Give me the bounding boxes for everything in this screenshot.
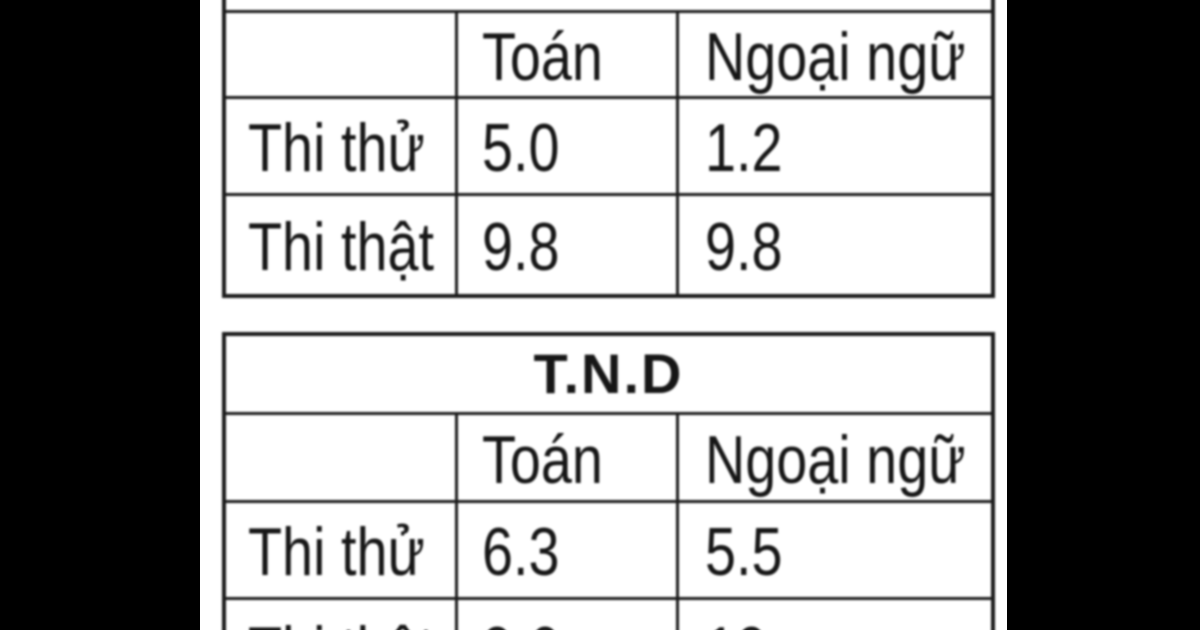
- score-cell: 9.8: [455, 196, 676, 294]
- score-value: 9.8: [705, 209, 783, 285]
- score-cell: 10: [676, 600, 991, 630]
- table-row: Thi thử 6.3 5.5: [226, 500, 991, 597]
- column-header-label: Toán: [482, 18, 603, 95]
- right-letterbox-bar: [1007, 0, 1200, 630]
- score-value: 10: [705, 613, 767, 630]
- score-cell: 9.6: [455, 600, 676, 630]
- row-label: Thi thử: [248, 514, 425, 590]
- column-header-label: Ngoại ngữ: [705, 421, 966, 498]
- row-label-cell: Thi thử: [226, 99, 455, 193]
- row-label-cell: Thi thật: [226, 196, 455, 294]
- column-header-label: Ngoại ngữ: [705, 18, 966, 95]
- table-row: Thi thật 9.6 10: [226, 597, 991, 630]
- score-cell: 9.8: [676, 196, 991, 294]
- table-top-header-empty: [226, 13, 455, 96]
- score-cell: 5.0: [455, 99, 676, 193]
- table-tnd-header-empty: [226, 415, 455, 500]
- row-label-cell: Thi thử: [226, 503, 455, 597]
- table-tnd-header-row: Toán Ngoại ngữ: [226, 412, 991, 500]
- row-label: Thi thật: [248, 613, 434, 630]
- table-tnd-header-toan: Toán: [455, 415, 676, 500]
- row-label: Thi thử: [248, 110, 425, 186]
- table-top-header-toan: Toán: [455, 13, 676, 96]
- blur-layer: Toán Ngoại ngữ Thi thử 5.0 1.2: [200, 0, 1007, 630]
- left-letterbox-bar: [0, 0, 200, 630]
- table-top-header-row: Toán Ngoại ngữ: [226, 10, 991, 96]
- column-header-label: Toán: [482, 421, 603, 498]
- table-row: Thi thật 9.8 9.8: [226, 193, 991, 294]
- score-value: 1.2: [705, 110, 783, 186]
- row-label-cell: Thi thật: [226, 600, 455, 630]
- score-table-tnd: T.N.D Toán Ngoại ngữ Thi thử: [222, 332, 995, 630]
- score-value: 6.3: [482, 514, 560, 590]
- table-tnd-title-cell: T.N.D: [226, 336, 991, 412]
- table-title: T.N.D: [533, 342, 684, 405]
- table-top-title-row: [226, 0, 991, 10]
- table-top-header-ngoaingu: Ngoại ngữ: [676, 13, 991, 96]
- score-table-top: Toán Ngoại ngữ Thi thử 5.0 1.2: [222, 0, 995, 298]
- score-value: 5.0: [482, 110, 560, 186]
- score-cell: 6.3: [455, 503, 676, 597]
- table-tnd-title-row: T.N.D: [226, 336, 991, 412]
- score-value: 9.8: [482, 209, 560, 285]
- table-row: Thi thử 5.0 1.2: [226, 96, 991, 193]
- score-value: 5.5: [705, 514, 783, 590]
- score-cell: 1.2: [676, 99, 991, 193]
- row-label: Thi thật: [248, 209, 434, 285]
- score-cell: 5.5: [676, 503, 991, 597]
- score-value: 9.6: [482, 613, 560, 630]
- table-tnd-header-ngoaingu: Ngoại ngữ: [676, 415, 991, 500]
- table-top-title-cell: [226, 0, 991, 10]
- content-panel: Toán Ngoại ngữ Thi thử 5.0 1.2: [200, 0, 1007, 630]
